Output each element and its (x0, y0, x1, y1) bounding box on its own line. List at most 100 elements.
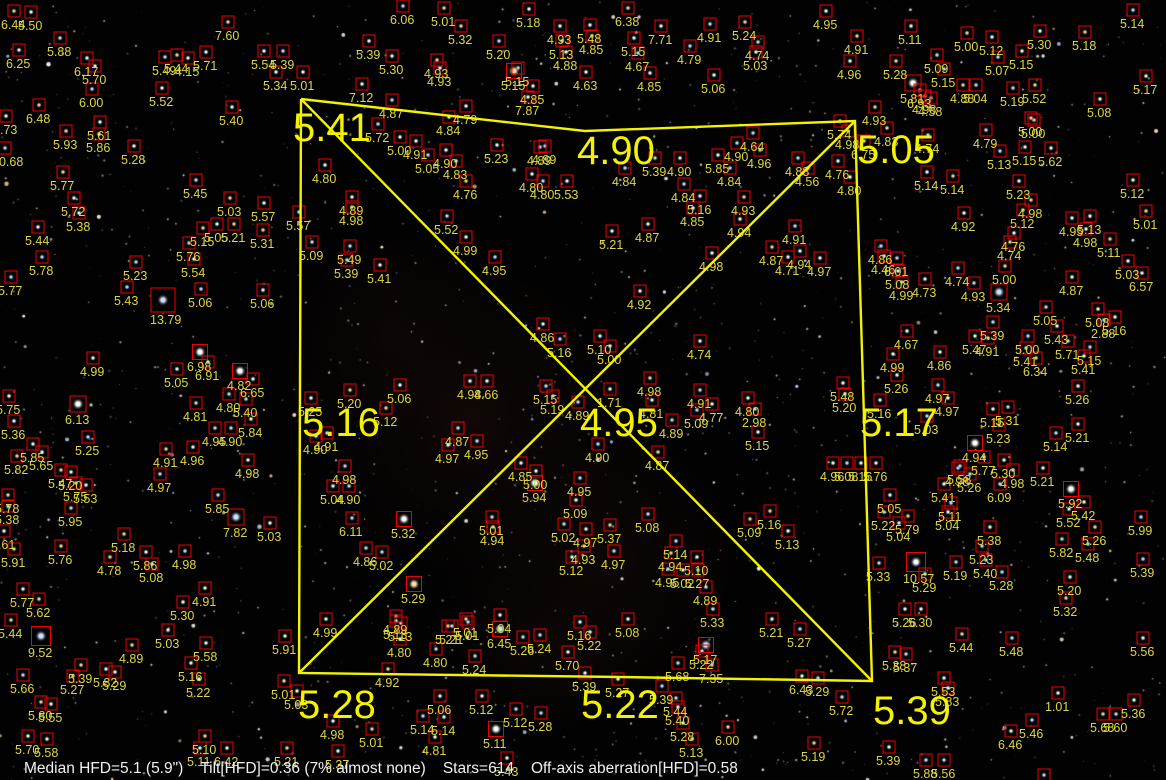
star-detection-box (256, 223, 270, 237)
star-detection-box (269, 65, 283, 79)
star-detection-box (511, 61, 525, 75)
star-detection-box (707, 68, 721, 82)
star-detection-box (891, 264, 905, 278)
star-detection-box (1097, 313, 1111, 327)
star-hfd-label: 4.79 (677, 52, 702, 67)
star-detection-box (246, 372, 260, 386)
star-detection-box (80, 51, 94, 65)
star-detection-box (664, 546, 678, 560)
star-hfd-label: 4.90 (724, 149, 749, 164)
star-detection-box (117, 527, 131, 541)
star-detection-box (318, 158, 332, 172)
star-hfd-label: 5.99 (1128, 523, 1153, 538)
star-detection-box (969, 78, 983, 92)
star-detection-box (665, 413, 679, 427)
star-detection-box (1139, 204, 1153, 218)
star-hfd-label: 5.11 (483, 737, 507, 751)
star-detection-box (1083, 209, 1097, 223)
star-detection-box (1037, 768, 1051, 780)
tilt-diagonal-tr-bl (298, 120, 856, 674)
star-detection-box (1139, 69, 1153, 83)
star-hfd-label: 4.84 (436, 123, 461, 138)
star-detection-box (1025, 713, 1039, 727)
star-hfd-label: 6.06 (390, 12, 415, 27)
star-hfd-label: 5.21 (221, 230, 246, 245)
star-detection-box (641, 507, 655, 521)
star-detection-box (296, 65, 310, 79)
star-hfd-label: 6.45 (487, 637, 512, 651)
star-hfd-label: 4.93 (424, 66, 449, 81)
star-detection-box (437, 1, 451, 15)
star-hfd-label: 4.92 (951, 219, 976, 234)
star-hfd-label: 10.68 (0, 154, 24, 169)
star-detection-box (835, 690, 849, 704)
star-hfd-label: 4.91 (314, 439, 339, 454)
star-hfd-label: 5.29 (102, 678, 127, 693)
star-detection-box (225, 100, 239, 114)
star-hfd-label: 5.00 (954, 39, 979, 54)
star-detection-box (365, 722, 379, 736)
star-hfd-label: 5.57 (251, 209, 276, 224)
star-detection-box (951, 261, 965, 275)
star-hfd-label: 4.88 (950, 91, 975, 106)
star-hfd-label: 6.48 (26, 111, 51, 126)
star-detection-box (605, 224, 619, 238)
star-detection-box (765, 612, 779, 626)
star-detection-box (129, 255, 143, 269)
star-hfd-label: 4.94 (787, 257, 812, 272)
star-hfd-label: 4.71 (775, 263, 800, 278)
star-hfd-label: 4.46 (871, 262, 896, 277)
star-detection-box (1024, 193, 1038, 207)
star-detection-box (69, 476, 83, 490)
star-detection-box (170, 362, 184, 376)
star-hfd-label: 5.16 (178, 669, 203, 684)
star-detection-box (0, 524, 11, 538)
star-detection-box (429, 642, 443, 656)
star-hfd-label: 5.02 (551, 530, 576, 545)
star-hfd-label: 5.05 (204, 230, 229, 245)
star-detection-box (1081, 537, 1095, 551)
star-detection-box (880, 121, 894, 135)
star-hfd-label: 5.14 (663, 547, 688, 562)
star-hfd-label: 5.68 (665, 669, 690, 684)
star-detection-box (937, 753, 951, 767)
star-hfd-label: 5.57 (286, 218, 311, 233)
star-detection-box (208, 421, 222, 435)
star-detection-box (451, 421, 465, 435)
status-off-axis-aberration: Off-axis aberration[HFD]=0.58 (530, 760, 738, 777)
star-detection-box (553, 332, 567, 346)
star-detection-box (343, 383, 357, 397)
star-hfd-label: 5.62 (1038, 154, 1063, 169)
star-detection-box (546, 389, 560, 403)
star-detection-box (108, 665, 122, 679)
star-hfd-label: 5.09 (684, 416, 709, 431)
tilt-hfd-label: 5.17 (860, 401, 938, 445)
star-hfd-label: 4.94 (480, 533, 505, 548)
star-hfd-label: 4.89 (119, 651, 144, 666)
star-detection-box (500, 751, 514, 765)
star-detection-box (198, 581, 212, 595)
star-hfd-label: 4.92 (375, 675, 400, 690)
star-hfd-label: 6.09 (987, 490, 1012, 505)
star-hfd-label: 5.53 (554, 187, 579, 202)
star-hfd-label: 5.01 (1133, 217, 1158, 232)
star-hfd-label: 5.58 (947, 472, 972, 487)
star-hfd-label: 5.26 (892, 615, 917, 630)
star-hfd-label: 5.70 (555, 658, 580, 673)
star-detection-box (723, 161, 737, 175)
star-detection-box (1134, 510, 1148, 524)
star-hfd-label: 5.41 (1013, 354, 1038, 369)
star-hfd-label: 5.07 (985, 63, 1010, 78)
star-hfd-label: 4.85 (637, 79, 662, 94)
star-hfd-label: 5.22 (186, 685, 211, 700)
star-hfd-label: 5.39 (642, 164, 667, 179)
star-detection-box (445, 619, 459, 633)
star-hfd-label: 5.77 (0, 283, 23, 298)
star-hfd-label: 4.98 (1018, 206, 1043, 221)
star-hfd-label: 5.48 (1075, 550, 1100, 565)
star-hfd-label: 4.95 (482, 263, 507, 278)
star-hfd-label: 5.92 (1058, 497, 1083, 511)
star-hfd-label: 5.13 (987, 157, 1012, 172)
star-hfd-label: 4.85 (680, 214, 705, 229)
